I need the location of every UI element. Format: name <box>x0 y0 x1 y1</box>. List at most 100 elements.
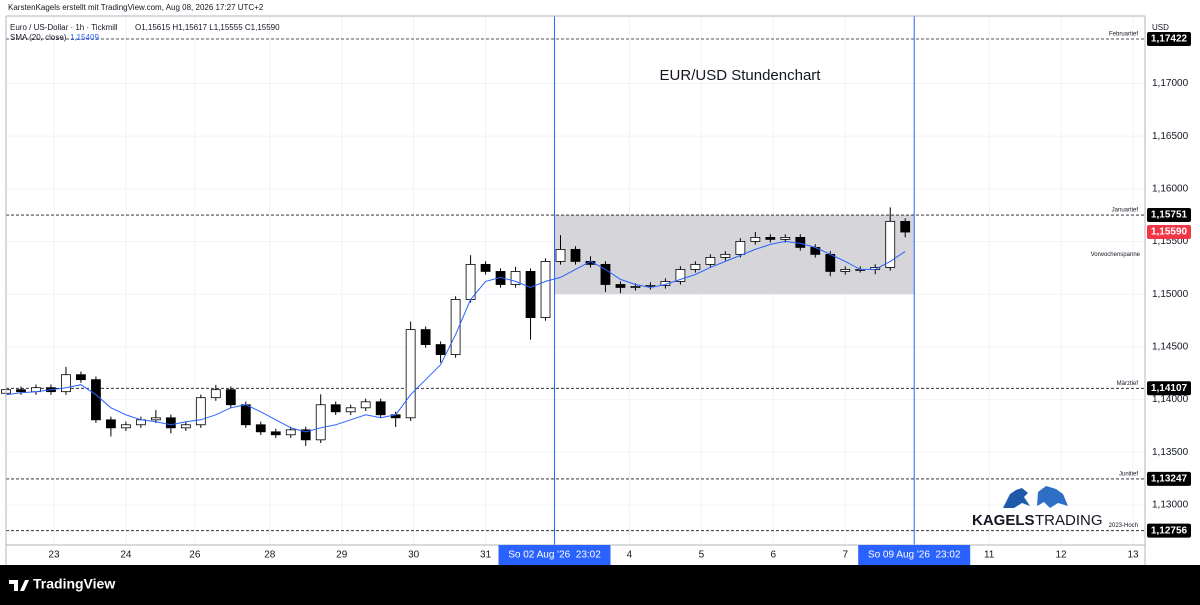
candle-body <box>61 374 71 393</box>
candle-body <box>645 285 656 287</box>
candle-body <box>240 404 251 426</box>
cursor-label-box <box>498 545 611 565</box>
footer <box>0 565 1200 605</box>
candle-body <box>690 263 701 270</box>
level-name: Februartief <box>1109 32 1138 38</box>
level-name: 2023-Hoch <box>1109 523 1138 529</box>
candle-body <box>615 284 626 288</box>
candle-body <box>750 237 761 242</box>
level-price-label-box <box>1147 381 1191 396</box>
level-price-label-box <box>1147 208 1191 223</box>
cursor-label-box <box>858 545 971 565</box>
range-box <box>554 215 915 295</box>
candle-body <box>735 241 746 255</box>
x-tick-label: 30 <box>408 550 420 561</box>
candle-body <box>525 271 536 318</box>
footer-brand: TradingView <box>33 576 115 592</box>
x-tick-label: 24 <box>120 550 132 561</box>
logo-icon <box>1003 488 1030 508</box>
credit: KarstenKagels erstellt mit TradingView.c… <box>8 3 264 12</box>
candle-body <box>465 263 476 300</box>
candle-body <box>705 257 716 265</box>
candle-body <box>825 253 836 272</box>
candle-body <box>16 389 26 393</box>
cursor-label: So 09 Aug '26 23:02 <box>868 550 961 561</box>
y-tick-label: 1,16500 <box>1152 131 1189 142</box>
x-tick-label: 23 <box>48 550 60 561</box>
candle-body <box>630 286 641 288</box>
level-price-label: 1,14107 <box>1151 383 1188 394</box>
candle-body <box>405 329 416 419</box>
candle-body <box>330 404 341 413</box>
level-price-label: 1,12756 <box>1151 525 1188 536</box>
y-tick-label: 1,17000 <box>1152 78 1189 89</box>
candle-body <box>120 424 131 429</box>
level-name: Junitief <box>1119 472 1138 478</box>
candle-body <box>510 271 521 285</box>
level-price-label: 1,17422 <box>1151 34 1188 45</box>
footer-logo <box>9 580 29 591</box>
indicator: SMA (20, close) <box>10 33 67 42</box>
x-tick-label: 31 <box>480 550 492 561</box>
x-tick-label: 5 <box>699 550 705 561</box>
candle-body <box>900 220 911 233</box>
candle-body <box>300 429 311 441</box>
candle-body <box>555 249 566 262</box>
candle-body <box>180 424 191 429</box>
candle-body <box>675 269 686 282</box>
box-label: Vorwochenspanne <box>1091 252 1141 258</box>
x-tick-label: 13 <box>1127 550 1139 561</box>
candle-body <box>720 253 731 258</box>
level-price-label-box <box>1147 471 1191 486</box>
candle-body <box>600 263 611 285</box>
logo: KAGELS TRADING <box>972 486 1103 529</box>
y-tick-label: 1,16000 <box>1152 183 1189 194</box>
candle-body <box>285 429 296 436</box>
candle-body <box>570 249 581 262</box>
candle-body <box>765 237 776 240</box>
y-tick-label: 1,14500 <box>1152 342 1189 353</box>
x-tick-label: 29 <box>336 550 348 561</box>
candle-body <box>375 401 386 416</box>
plot-area: Vorwochenspanne Februartief Januartief März… <box>1 16 1145 545</box>
level-name: Märztief <box>1117 381 1139 387</box>
candle-body <box>315 404 326 441</box>
x-tick-label: 11 <box>984 550 995 561</box>
candle-body <box>885 220 896 268</box>
logo-text: KAGELS <box>972 512 1035 529</box>
candle-body <box>345 407 356 413</box>
x-tick-label: 7 <box>842 550 848 561</box>
candle-body <box>270 431 281 436</box>
x-tick-label: 12 <box>1056 550 1068 561</box>
candle-body <box>210 389 221 399</box>
candle-body <box>195 397 206 426</box>
candle-body <box>540 261 551 318</box>
x-tick-label: 28 <box>264 550 276 561</box>
level-price-label: 1,13247 <box>1151 474 1188 485</box>
logo-text: TRADING <box>1035 512 1103 529</box>
indicator-value: 1,15409 <box>70 33 99 42</box>
candle-body <box>840 269 851 272</box>
candle-body <box>495 271 506 285</box>
chart-title: EUR/USD Stundenchart <box>660 67 822 84</box>
candle-body <box>255 424 266 433</box>
level-price-label-box <box>1147 523 1191 538</box>
level-price-label-box <box>1147 31 1191 46</box>
ohlc: O1,15615 H1,15617 L1,15555 C1,15590 <box>135 23 280 32</box>
cursor-label: So 02 Aug '26 23:02 <box>508 550 601 561</box>
last-price-label-box <box>1147 225 1191 240</box>
last-price-label: 1,15590 <box>1151 227 1188 238</box>
candle-body <box>106 419 116 429</box>
candle-body <box>480 263 491 272</box>
y-tick-label: 1,13000 <box>1152 500 1189 511</box>
candle-body <box>780 237 791 240</box>
level-price-label: 1,15751 <box>1151 210 1188 221</box>
candle-body <box>76 374 86 381</box>
candle-body <box>225 389 236 406</box>
x-tick-label: 26 <box>189 550 201 561</box>
y-tick-label: 1,14000 <box>1152 394 1189 405</box>
x-tick-label: 4 <box>627 550 633 561</box>
x-tick-label: 6 <box>771 550 777 561</box>
